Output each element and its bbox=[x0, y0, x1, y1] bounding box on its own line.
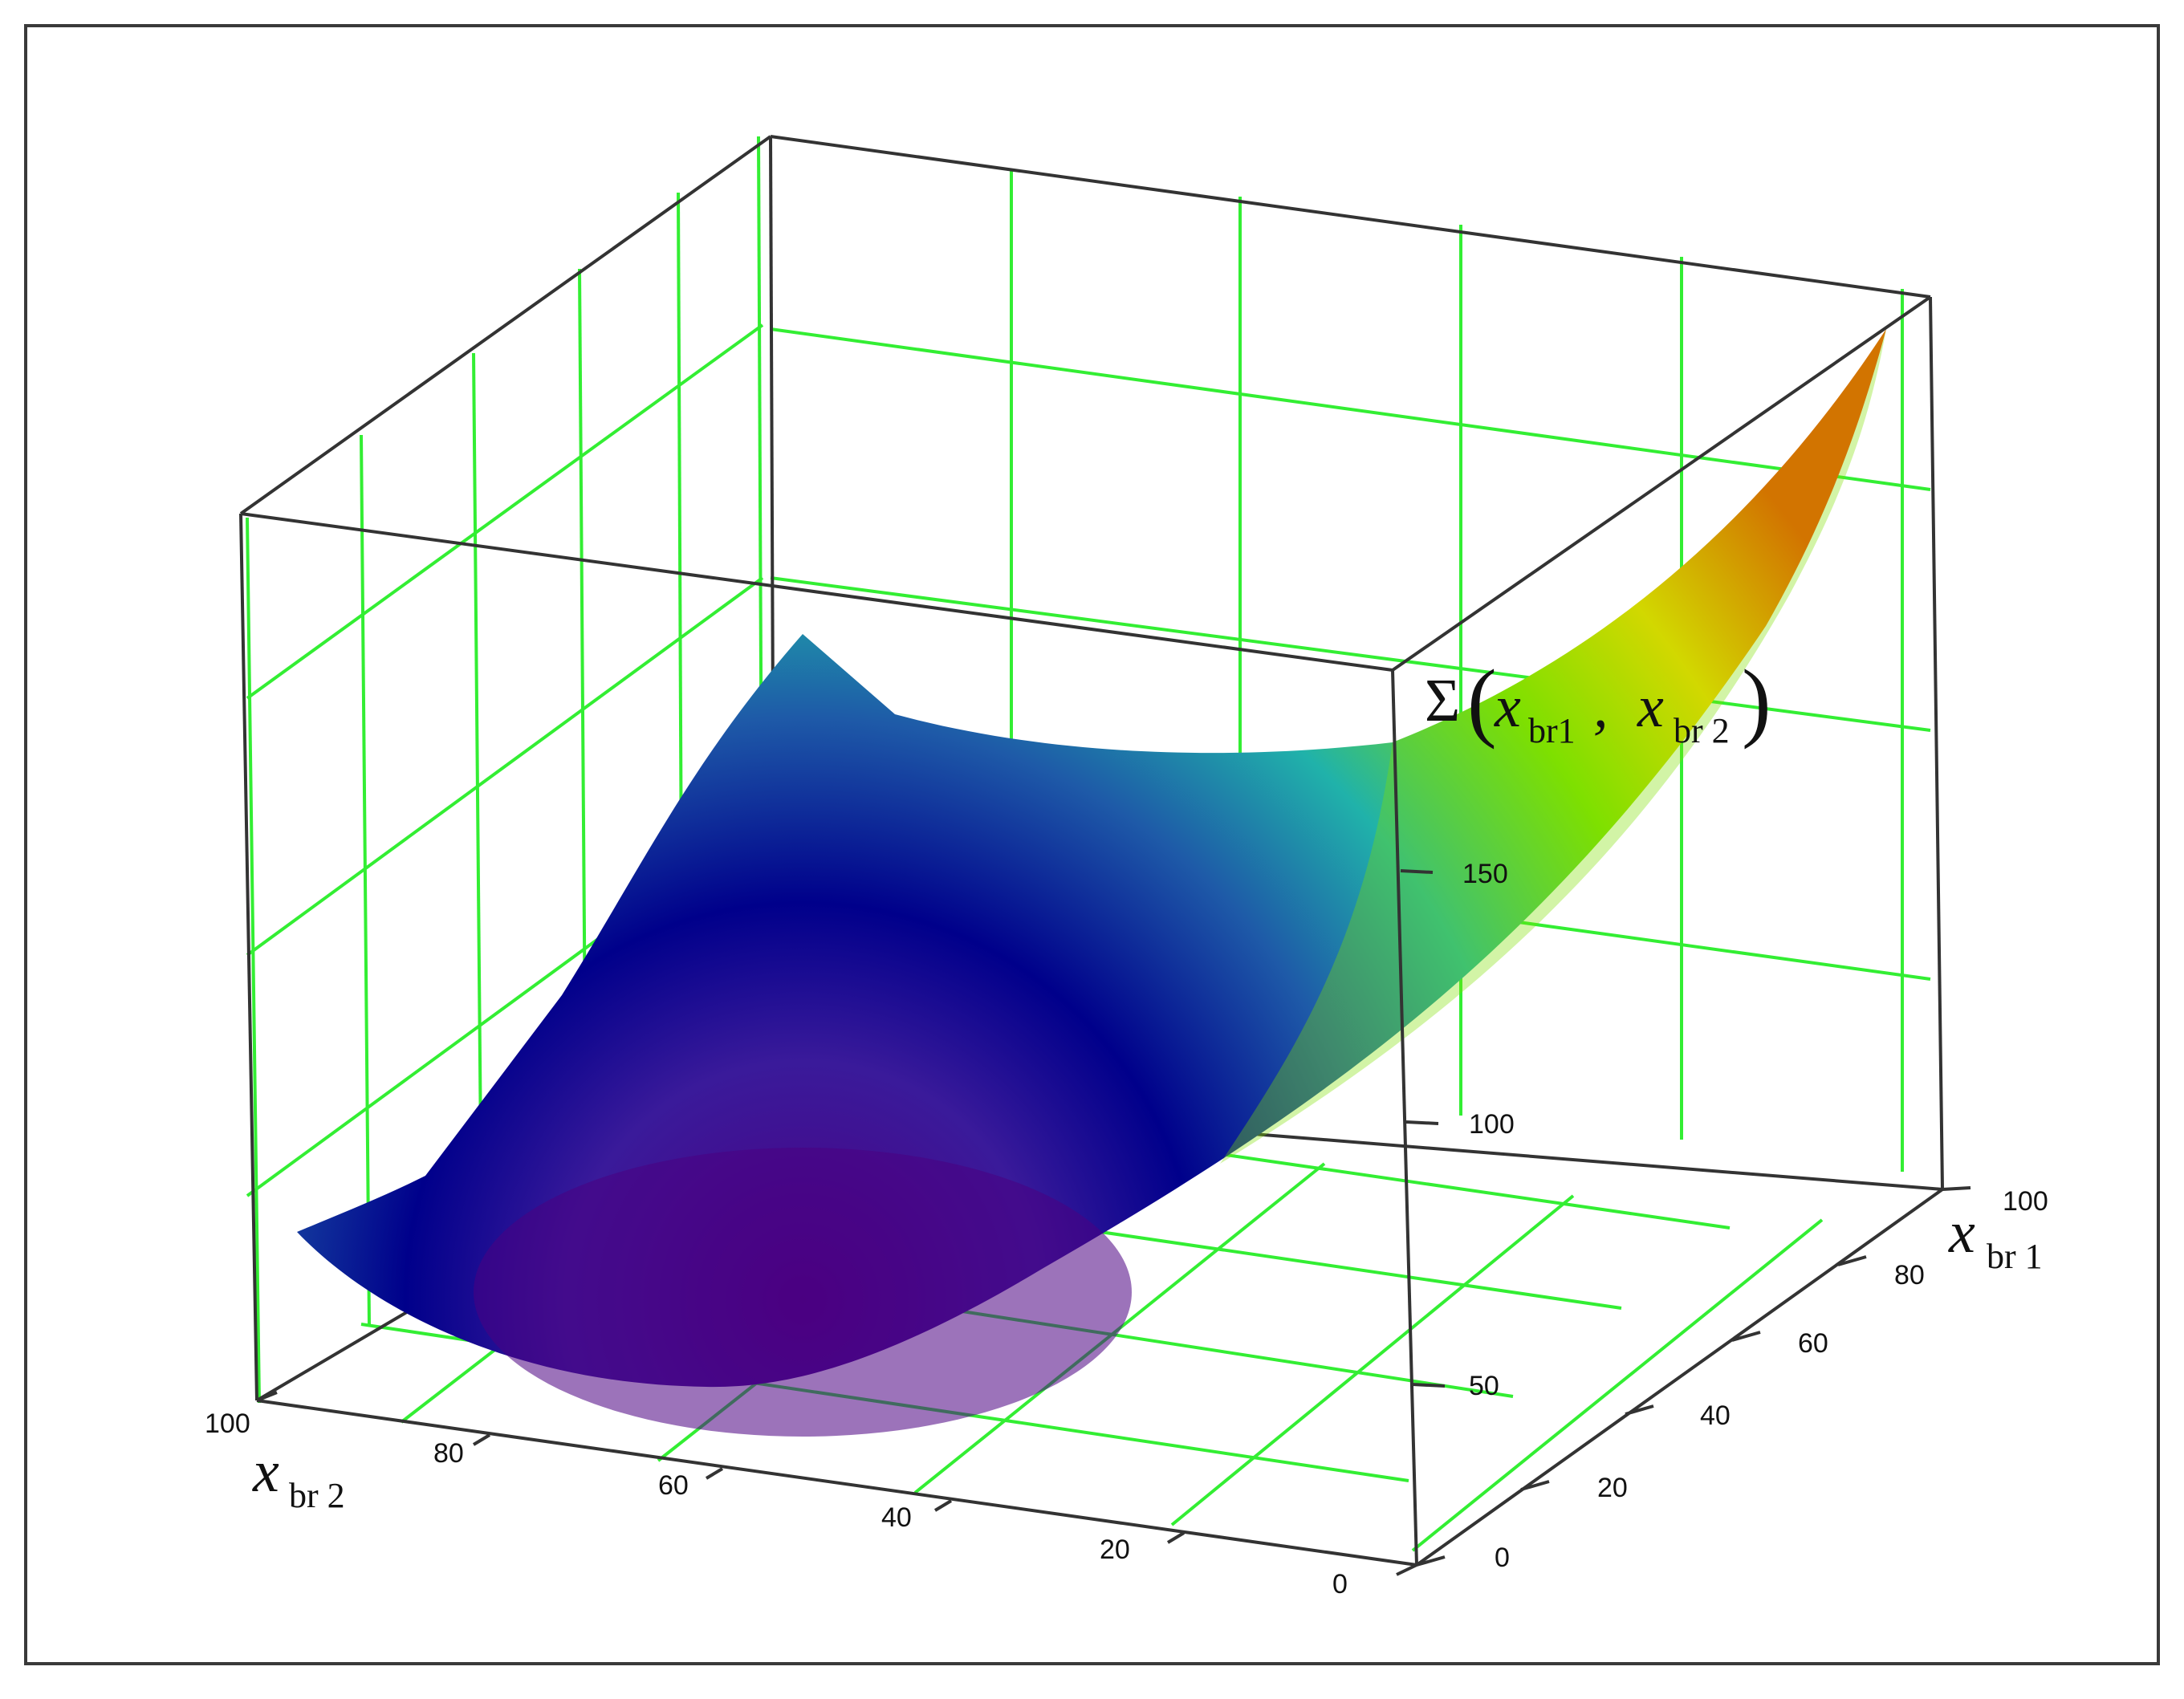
surface-minimum-region bbox=[474, 1148, 1132, 1437]
xbr1-tick-label: 40 bbox=[1700, 1400, 1731, 1431]
surface-front-ridge bbox=[1220, 329, 1886, 1164]
svg-text:br 1: br 1 bbox=[1987, 1237, 2043, 1276]
xbr2-tick-label: 40 bbox=[881, 1502, 912, 1533]
svg-text:br1: br1 bbox=[1528, 711, 1576, 750]
xbr2-tick-label: 0 bbox=[1332, 1569, 1348, 1599]
xbr2-tick-label: 60 bbox=[658, 1470, 689, 1501]
z-axis bbox=[1400, 869, 1446, 1388]
xbr2-tick-label: 80 bbox=[433, 1438, 464, 1469]
z-tick-label: 150 bbox=[1462, 859, 1508, 889]
xbr1-tick-label: 20 bbox=[1597, 1473, 1628, 1503]
xbr2-axis-label: x br 2 bbox=[252, 1439, 345, 1515]
xbr1-axis-label: x br 1 bbox=[1948, 1200, 2043, 1276]
svg-text:br 2: br 2 bbox=[289, 1476, 345, 1515]
xbr1-tick-label: 100 bbox=[2003, 1186, 2048, 1217]
z-tick-label: 50 bbox=[1469, 1371, 1499, 1401]
svg-text:x: x bbox=[1948, 1200, 1975, 1266]
svg-text:x: x bbox=[1494, 674, 1521, 740]
xbr2-axis bbox=[256, 1391, 1417, 1576]
svg-text:x: x bbox=[252, 1439, 279, 1505]
svg-text:): ) bbox=[1742, 652, 1771, 750]
xbr1-axis bbox=[1416, 1186, 1971, 1567]
surface bbox=[297, 329, 1886, 1437]
xbr1-tick-label: 0 bbox=[1495, 1543, 1510, 1573]
svg-text:(: ( bbox=[1467, 652, 1497, 750]
surface-main bbox=[297, 329, 1886, 1388]
z-axis-label: Σ ( x br1 , x br 2 ) bbox=[1425, 652, 1771, 750]
xbr2-tick-label: 100 bbox=[205, 1408, 250, 1439]
svg-text:br 2: br 2 bbox=[1674, 711, 1730, 750]
xbr2-tick-label: 20 bbox=[1100, 1534, 1130, 1565]
svg-text:x: x bbox=[1637, 674, 1664, 740]
bounding-box-front bbox=[239, 295, 1944, 1567]
svg-text:,: , bbox=[1593, 674, 1609, 740]
svg-text:Σ: Σ bbox=[1425, 667, 1460, 734]
xbr1-tick-label: 60 bbox=[1798, 1328, 1828, 1359]
xbr1-tick-label: 80 bbox=[1894, 1260, 1925, 1291]
z-tick-label: 100 bbox=[1469, 1109, 1515, 1140]
